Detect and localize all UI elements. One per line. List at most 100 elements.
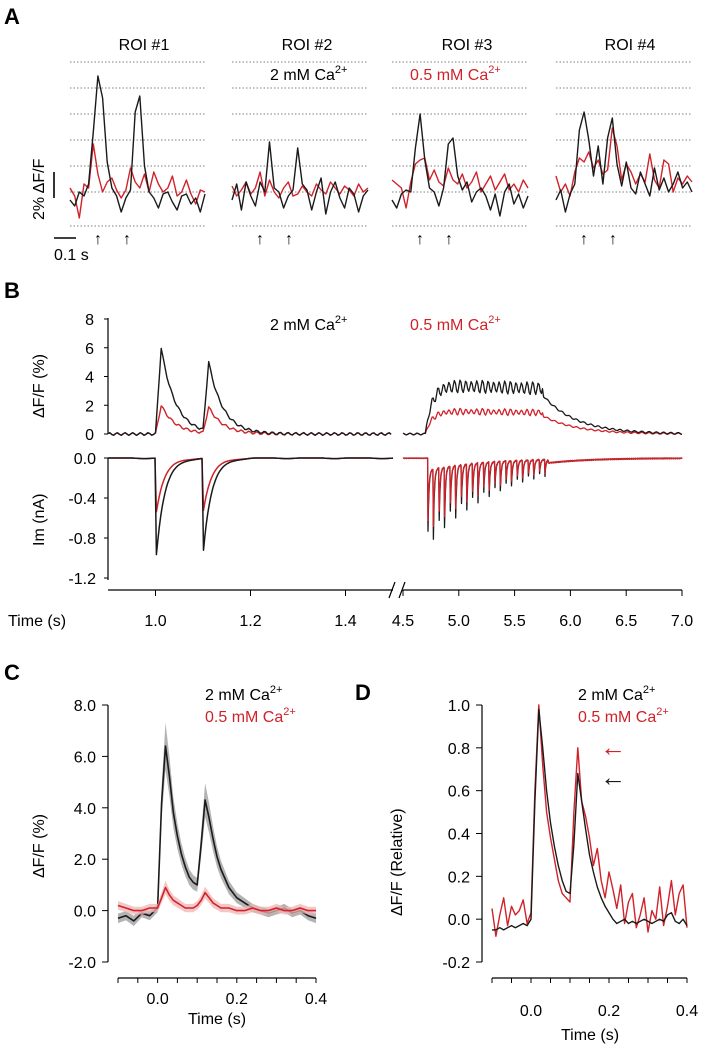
b-top-ytick-label-1: 6	[85, 341, 94, 358]
c-xlabel: Time (s)	[188, 1011, 246, 1028]
axis-break-mark-2	[398, 581, 406, 599]
legend-a-red-sup: 2+	[488, 64, 501, 76]
b-bottom-ytick-label-3: -1.2	[68, 571, 96, 588]
b-xtick-right-label-0: 4.5	[392, 613, 414, 630]
b-xlabel: Time (s)	[8, 613, 66, 630]
roi-4-title: ROI #4	[605, 37, 656, 54]
roi-4-trace-black	[555, 111, 693, 213]
c-trace-red	[117, 886, 316, 912]
legend-d-black-sup: 2+	[643, 684, 656, 696]
legend-c-red-text: 0.5 mM Ca	[205, 709, 283, 726]
stimulus-arrows: ↑ ↑ ↑ ↑ ↑ ↑ ↑ ↑	[94, 231, 617, 248]
c-ytick-label-1: 6.0	[74, 749, 96, 766]
legend-a-red: 0.5 mM Ca2+	[410, 64, 501, 84]
roi-1-trace-black	[69, 75, 206, 213]
legend-c-red-sup: 2+	[283, 706, 296, 718]
roi-2-stim-arrow-2-icon: ↑	[285, 231, 293, 248]
y-scale-label: 2% ΔF/F	[31, 158, 48, 220]
roi-1-trace-red	[69, 143, 206, 219]
panel-c: 2 mM Ca2+ 0.5 mM Ca2+ 8.06.04.02.00.0-2.…	[31, 684, 327, 1028]
panel-label-d: D	[355, 680, 371, 705]
d-ytick-label-3: 0.4	[448, 827, 470, 844]
legend-b-black: 2 mM Ca2+	[270, 314, 347, 334]
c-ytick-label-3: 2.0	[74, 852, 96, 869]
d-trace-red	[491, 704, 688, 937]
panel-a: ROI #1 ROI #2 ROI #3 ROI #4 2 mM Ca2+ 0.…	[31, 37, 693, 264]
panel-label-c: C	[4, 660, 20, 685]
legend-a-black-sup: 2+	[335, 64, 348, 76]
c-ytick-label-2: 4.0	[74, 801, 96, 818]
legend-b-red-sup: 2+	[488, 314, 501, 326]
legend-a-black: 2 mM Ca2+	[270, 64, 347, 84]
b-top-train-black	[402, 379, 683, 436]
legend-b-red-text: 0.5 mM Ca	[410, 317, 488, 334]
roi-traces	[69, 75, 693, 219]
b-xtick-right-label-1: 5.0	[448, 613, 470, 630]
black-arrow-icon: ←	[600, 762, 626, 792]
b-top-ytick-label-4: 0	[85, 427, 94, 444]
roi-2-trace-black	[231, 141, 369, 215]
b-top-ytick-label-3: 2	[85, 398, 94, 415]
d-ytick-label-2: 0.6	[448, 784, 470, 801]
b-xtick-left-label-2: 1.4	[334, 613, 356, 630]
roi-4-stim-arrow-1-icon: ↑	[580, 231, 588, 248]
b-xtick-left-label-1: 1.2	[239, 613, 261, 630]
b-top-y-ticks: 8 6 4 2 0	[85, 312, 108, 444]
roi-4-stim-arrow-2-icon: ↑	[609, 231, 617, 248]
b-xtick-right-label-4: 6.5	[615, 613, 637, 630]
roi-1-stim-arrow-1-icon: ↑	[94, 231, 102, 248]
b-xtick-right-label-5: 7.0	[671, 613, 693, 630]
c-xtick-label-0: 0.0	[146, 991, 168, 1008]
red-arrow-icon: ←	[600, 732, 626, 762]
panel-label-a: A	[4, 4, 20, 29]
b-xtick-right-label-3: 6.0	[559, 613, 581, 630]
c-ticks: 8.0 6.0 4.0 2.0 0.0 -2.0 0.0 0.2 0.4	[68, 698, 327, 1008]
d-ytick-label-1: 0.8	[448, 741, 470, 758]
x-scale-label: 0.1 s	[54, 247, 89, 264]
legend-d-black-text: 2 mM Ca	[578, 687, 643, 704]
legend-a-black-text: 2 mM Ca	[270, 67, 335, 84]
b-x-ticks: 1.0 1.2 1.4 4.5 5.0 5.5 6.0 6.5 7.0	[144, 590, 693, 630]
b-xtick-right-label-2: 5.5	[503, 613, 525, 630]
roi-3-stim-arrow-1-icon: ↑	[416, 231, 424, 248]
roi-1-title: ROI #1	[119, 37, 170, 54]
b-xtick-left-label-0: 1.0	[144, 613, 166, 630]
roi-2-trace-red	[231, 171, 369, 199]
legend-a-red-text: 0.5 mM Ca	[410, 67, 488, 84]
c-sem-band-1	[118, 880, 316, 915]
d-xlabel: Time (s)	[561, 1027, 619, 1044]
d-xtick-label-0: 0.0	[520, 1003, 542, 1020]
b-top-ylabel: ΔF/F (%)	[31, 354, 48, 418]
c-sem-band-0	[118, 722, 316, 926]
d-trace-black	[492, 708, 688, 931]
roi-2-title: ROI #2	[282, 37, 333, 54]
b-traces	[107, 347, 683, 556]
roi-1-stim-arrow-2-icon: ↑	[123, 231, 131, 248]
b-bottom-ytick-label-2: -0.8	[68, 531, 96, 548]
roi-3-title: ROI #3	[442, 37, 493, 54]
c-ytick-label-4: 0.0	[74, 904, 96, 921]
d-ytick-label-0: 1.0	[448, 698, 470, 715]
c-trace-black	[117, 745, 317, 922]
legend-c-black-text: 2 mM Ca	[205, 687, 270, 704]
b-top-trace-red	[107, 405, 392, 436]
legend-c-red: 0.5 mM Ca2+	[205, 706, 296, 726]
d-ytick-label-6: -0.2	[442, 955, 470, 972]
d-ticks: 1.0 0.8 0.6 0.4 0.2 0.0 -0.2 0.0 0.2 0.4	[442, 698, 698, 1020]
d-traces	[491, 704, 688, 937]
c-xtick-label-2: 0.4	[305, 991, 327, 1008]
legend-c-black-sup: 2+	[270, 684, 283, 696]
b-bottom-train-red	[402, 457, 683, 528]
roi-gridlines	[70, 61, 692, 227]
axis-break-mark-1	[388, 581, 396, 599]
legend-d-red-sup: 2+	[656, 706, 669, 718]
d-xtick-label-1: 0.2	[598, 1003, 620, 1020]
roi-2-stim-arrow-1-icon: ↑	[256, 231, 264, 248]
c-xtick-label-1: 0.2	[226, 991, 248, 1008]
b-top-train-red	[402, 407, 683, 436]
b-bottom-ytick-label-0: 0.0	[74, 451, 96, 468]
legend-b-black-text: 2 mM Ca	[270, 317, 335, 334]
roi-3-trace-red	[391, 157, 529, 209]
b-bottom-ylabel: Im (nA)	[31, 494, 48, 546]
